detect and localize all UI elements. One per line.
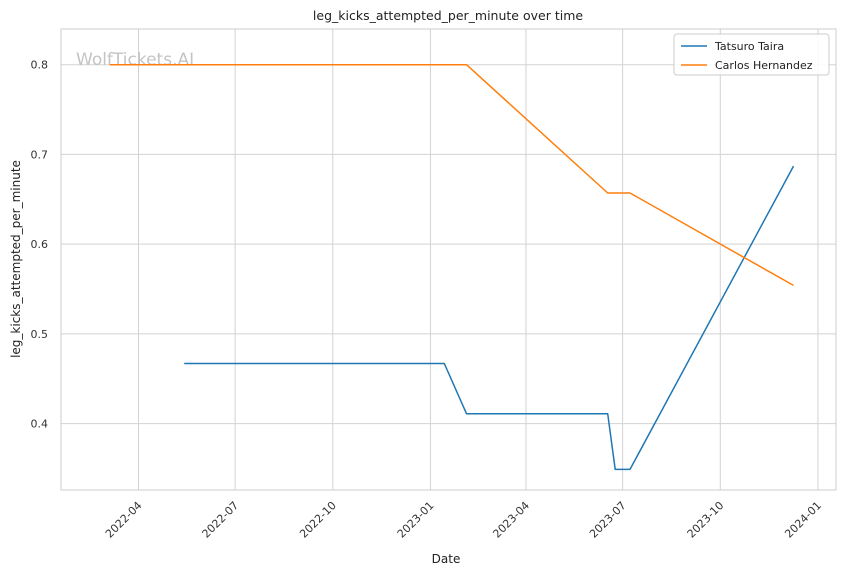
x-tick-label: 2024-01 <box>782 499 824 541</box>
watermark: WolfTickets.AI <box>76 50 194 70</box>
x-tick-label: 2023-10 <box>685 499 727 541</box>
series-line-0 <box>184 165 795 471</box>
x-tick-label: 2022-04 <box>103 499 145 541</box>
x-tick-label: 2023-04 <box>490 499 532 541</box>
x-axis-label: Date <box>432 552 461 566</box>
legend: Tatsuro Taira Carlos Hernandez <box>673 33 830 76</box>
y-tick-label: 0.4 <box>31 418 49 431</box>
legend-label-1: Carlos Hernandez <box>715 59 813 72</box>
series-line-1 <box>109 63 794 287</box>
y-tick-label: 0.5 <box>31 328 49 341</box>
x-tick-label: 2022-10 <box>297 499 339 541</box>
x-tick-label: 2023-01 <box>395 499 437 541</box>
plot-frame <box>60 28 837 491</box>
x-tick-label: 2023-07 <box>587 499 629 541</box>
x-tick-labels: 2022-04 2022-07 2022-10 2023-01 2023-04 2023-… <box>103 499 824 541</box>
y-tick-labels: 0.4 0.5 0.6 0.7 0.8 <box>31 59 49 431</box>
plot-background <box>61 29 836 490</box>
y-tick-label: 0.8 <box>31 59 49 72</box>
y-tick-label: 0.7 <box>31 148 49 161</box>
x-tick-label: 2022-07 <box>200 499 242 541</box>
y-axis-label: leg_kicks_attempted_per_minute <box>9 160 23 358</box>
legend-label-0: Tatsuro Taira <box>714 40 784 53</box>
legend-box <box>673 33 830 76</box>
chart-title: leg_kicks_attempted_per_minute over time <box>313 8 583 23</box>
series-layer <box>109 63 795 471</box>
y-tick-label: 0.6 <box>31 238 49 251</box>
